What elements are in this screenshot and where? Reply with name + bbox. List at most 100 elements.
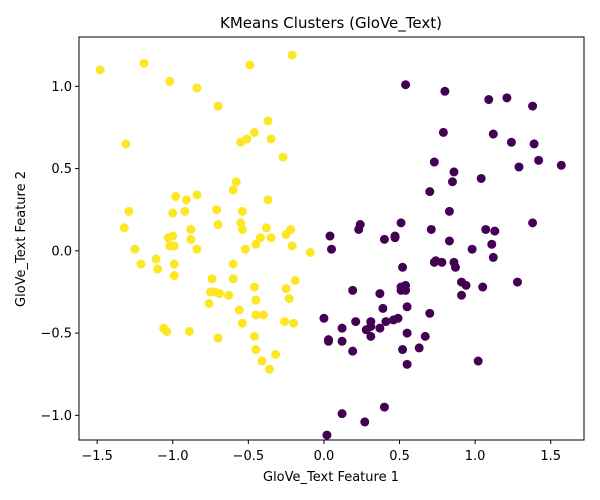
y-tick-label: −0.5 [40, 327, 72, 342]
cluster-1-point [398, 262, 408, 272]
cluster-1-point [473, 356, 483, 366]
cluster-1-point [327, 244, 336, 254]
cluster-0-point [186, 234, 196, 244]
cluster-1-point [379, 402, 389, 412]
y-tick-label: 0.0 [51, 244, 72, 259]
cluster-1-point [512, 277, 522, 287]
cluster-0-point [278, 152, 288, 162]
cluster-1-point [319, 313, 329, 323]
cluster-0-point [265, 364, 275, 374]
cluster-0-point [237, 318, 247, 328]
cluster-1-point [366, 331, 376, 341]
cluster-0-point [95, 65, 105, 75]
y-axis-ticks: −1.0 −0.5 0.0 0.5 1.0 [40, 80, 79, 424]
cluster-0-point [213, 220, 223, 230]
cluster-1-point [534, 155, 544, 165]
cluster-0-point [284, 294, 294, 304]
cluster-0-point [245, 60, 255, 70]
cluster-0-point [257, 356, 267, 366]
cluster-0-point [289, 318, 299, 328]
cluster-0-point [192, 190, 202, 200]
cluster-1-point [361, 325, 371, 335]
cluster-1-point [360, 417, 370, 427]
cluster-1-point [401, 80, 411, 90]
cluster-1-point [401, 285, 411, 295]
cluster-1-point [457, 290, 467, 300]
cluster-1-point [461, 280, 471, 290]
x-axis-ticks: −1.5 −1.0 −0.5 0.0 0.5 1.0 1.5 [81, 440, 561, 464]
cluster-1-point [379, 234, 389, 244]
cluster-1-point [529, 139, 539, 149]
cluster-0-point [237, 224, 247, 234]
cluster-0-point [281, 284, 291, 294]
cluster-1-point [476, 173, 486, 183]
cluster-1-point [481, 224, 491, 234]
cluster-1-point [437, 257, 447, 267]
cluster-1-point [487, 239, 497, 249]
cluster-0-point [186, 224, 196, 234]
cluster-0-point [130, 244, 140, 254]
cluster-0-point [266, 233, 276, 243]
cluster-1-point [447, 177, 457, 187]
cluster-1-point [402, 359, 412, 369]
cluster-1-point [348, 346, 358, 356]
cluster-1-point [402, 328, 412, 338]
cluster-0-point [290, 275, 300, 285]
cluster-0-point [184, 326, 194, 336]
cluster-0-point [255, 233, 265, 243]
cluster-1-point [351, 317, 361, 327]
cluster-1-point [490, 226, 500, 236]
cluster-1-point [337, 336, 347, 346]
cluster-1-point [438, 127, 448, 137]
cluster-1-point [420, 331, 430, 341]
cluster-1-point [429, 257, 439, 267]
cluster-0-point [212, 205, 222, 215]
cluster-1-point [378, 303, 388, 313]
cluster-0-point [305, 247, 315, 257]
cluster-0-point [258, 310, 268, 320]
cluster-1-point [355, 220, 365, 230]
cluster-0-point [139, 58, 149, 68]
cluster-0-point [251, 310, 261, 320]
x-axis-label: GloVe_Text Feature 1 [263, 470, 399, 485]
cluster-0-point [162, 326, 172, 336]
cluster-0-point [171, 192, 181, 202]
cluster-1-point [449, 167, 459, 177]
y-tick-label: −1.0 [40, 409, 72, 424]
cluster-0-point [119, 223, 129, 233]
cluster-1-point [375, 289, 385, 299]
cluster-0-point [263, 116, 273, 126]
y-tick-label: 0.5 [51, 162, 72, 177]
x-tick-label: 1.0 [465, 449, 486, 464]
cluster-1-point [528, 218, 538, 228]
x-tick-label: −0.5 [233, 449, 265, 464]
cluster-1-point [402, 302, 412, 312]
cluster-1-point [514, 162, 524, 172]
cluster-0-point [231, 177, 241, 187]
cluster-0-point [151, 254, 161, 264]
cluster-1-point [323, 336, 333, 346]
cluster-0-point [213, 101, 223, 111]
cluster-0-point [236, 137, 246, 147]
x-tick-label: 0.0 [314, 449, 335, 464]
cluster-0-point [263, 195, 273, 205]
cluster-0-point [261, 223, 271, 233]
cluster-0-point [280, 317, 290, 327]
cluster-0-point [224, 290, 234, 300]
cluster-1-point [450, 262, 460, 272]
cluster-0-point [251, 345, 261, 355]
cluster-1-point [440, 86, 450, 96]
cluster-1-point [444, 236, 454, 246]
cluster-0-point [249, 282, 259, 292]
plot-frame [78, 36, 585, 441]
cluster-0-point [136, 259, 146, 269]
cluster-1-point [425, 187, 435, 197]
cluster-0-point [249, 127, 259, 137]
cluster-0-point [165, 76, 175, 86]
cluster-0-point [169, 271, 179, 281]
cluster-0-point [228, 274, 238, 284]
cluster-0-point [121, 139, 131, 149]
cluster-1-point [488, 252, 498, 262]
